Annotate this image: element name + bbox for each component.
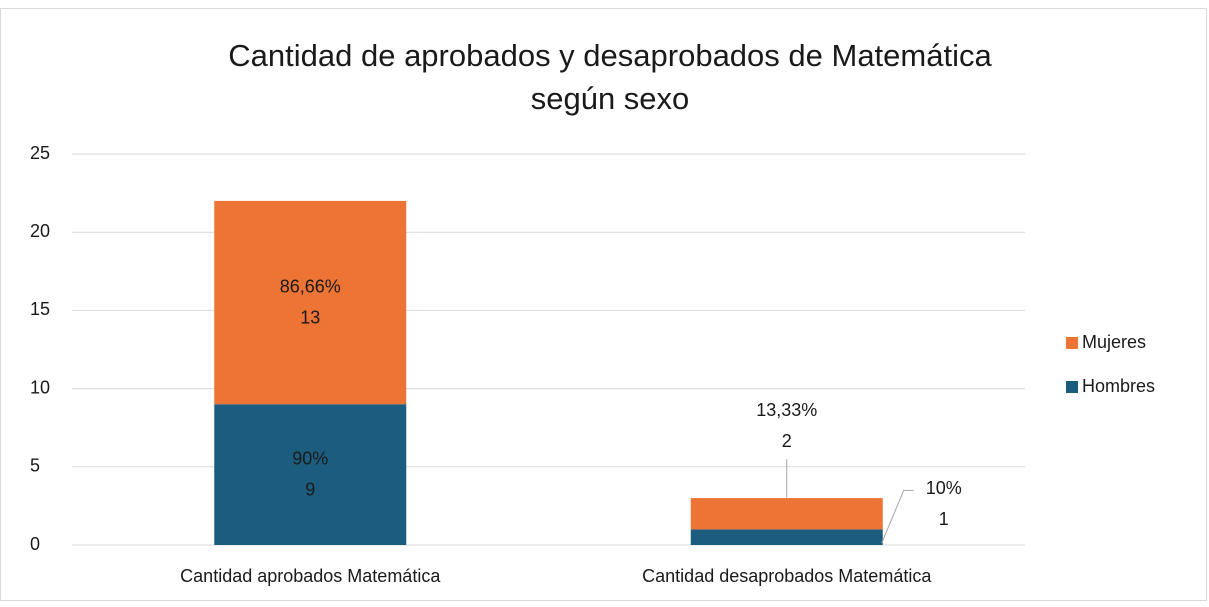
- y-tick-label: 0: [30, 534, 40, 554]
- x-tick-label: Cantidad desaprobados Matemática: [642, 566, 932, 586]
- data-label: 10%: [926, 478, 962, 498]
- y-tick-label: 15: [30, 299, 50, 319]
- legend-swatch: [1066, 337, 1078, 349]
- bar-segment: [214, 200, 407, 405]
- y-tick-label: 5: [30, 456, 40, 476]
- data-label: 13,33%: [756, 400, 817, 420]
- data-label: 1: [939, 509, 949, 529]
- data-label: 2: [782, 431, 792, 451]
- chart-title: Cantidad de aprobados y desaprobados de …: [228, 38, 992, 73]
- bar-segment: [690, 529, 883, 545]
- legend-label: Hombres: [1082, 376, 1155, 396]
- y-tick-label: 25: [30, 143, 50, 163]
- data-label: 90%: [292, 448, 328, 468]
- chart-frame: [0, 8, 1207, 601]
- y-tick-label: 20: [30, 221, 50, 241]
- bar-segment: [214, 404, 407, 545]
- y-tick-label: 10: [30, 377, 50, 397]
- data-label: 9: [305, 479, 315, 499]
- bar-segment: [690, 498, 883, 530]
- data-label: 13: [300, 307, 320, 327]
- leader-line: [881, 489, 914, 544]
- data-label: 86,66%: [280, 276, 341, 296]
- legend-label: Mujeres: [1082, 332, 1146, 352]
- chart-title: según sexo: [531, 81, 690, 116]
- legend-swatch: [1066, 381, 1078, 393]
- x-tick-label: Cantidad aprobados Matemática: [180, 566, 441, 586]
